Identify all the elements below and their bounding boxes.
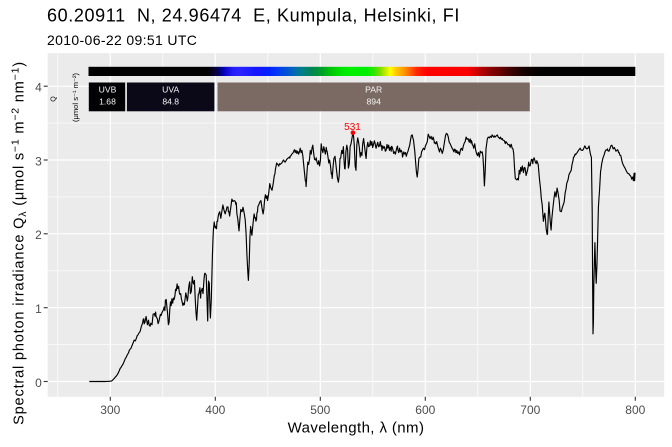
- svg-text:UVA: UVA: [162, 85, 179, 95]
- svg-text:2010-06-22 09:51 UTC: 2010-06-22 09:51 UTC: [47, 32, 197, 48]
- svg-text:Q: Q: [51, 96, 58, 102]
- svg-text:2: 2: [35, 228, 42, 242]
- svg-text:600: 600: [415, 403, 435, 417]
- svg-text:700: 700: [520, 403, 540, 417]
- svg-text:894: 894: [367, 97, 382, 107]
- svg-text:0: 0: [35, 376, 42, 390]
- svg-text:60.20911 N, 24.96474 E, Kump: 60.20911 N, 24.96474 E, Kumpula, Helsink…: [47, 6, 460, 26]
- svg-text:1.68: 1.68: [99, 97, 116, 107]
- svg-text:500: 500: [310, 403, 330, 417]
- svg-text:(μmol s⁻¹ m⁻²): (μmol s⁻¹ m⁻²): [71, 72, 80, 122]
- svg-text:4: 4: [35, 81, 42, 95]
- svg-text:800: 800: [625, 403, 645, 417]
- svg-text:84.8: 84.8: [162, 97, 179, 107]
- svg-text:300: 300: [100, 403, 120, 417]
- svg-text:UVB: UVB: [99, 85, 117, 95]
- svg-text:Wavelength, λ (nm): Wavelength, λ (nm): [288, 419, 425, 436]
- svg-text:3: 3: [35, 154, 42, 168]
- svg-text:PAR: PAR: [365, 85, 382, 95]
- svg-text:531: 531: [344, 122, 361, 133]
- svg-text:400: 400: [205, 403, 225, 417]
- svg-text:1: 1: [35, 302, 42, 316]
